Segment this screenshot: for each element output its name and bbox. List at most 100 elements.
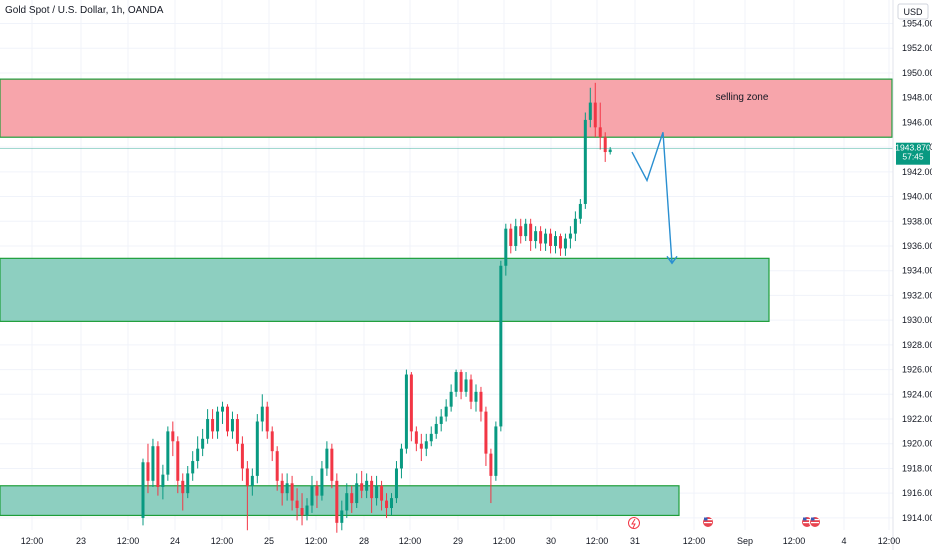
y-tick-label: 1942.000 bbox=[902, 167, 932, 177]
candle-down bbox=[330, 448, 334, 481]
x-tick-label: Sep bbox=[737, 536, 753, 546]
candle-up bbox=[250, 475, 254, 486]
candle-down bbox=[176, 441, 180, 481]
candle-up bbox=[554, 236, 558, 246]
candle-up bbox=[161, 474, 165, 487]
candle-up bbox=[206, 419, 210, 439]
candle-up bbox=[201, 438, 205, 449]
candle-down bbox=[265, 406, 269, 432]
candle-up bbox=[390, 498, 393, 509]
support-zone[interactable] bbox=[0, 257, 770, 322]
candle-down bbox=[603, 137, 607, 153]
y-tick-label: 1938.000 bbox=[902, 216, 932, 226]
y-tick-label: 1926.000 bbox=[902, 365, 932, 375]
support-zone[interactable] bbox=[0, 485, 680, 517]
us-flag-event-icon[interactable] bbox=[702, 516, 714, 528]
candle-up bbox=[399, 448, 403, 469]
candle-up bbox=[255, 421, 259, 476]
y-tick-label: 1950.000 bbox=[902, 68, 932, 78]
x-tick-label: 12:00 bbox=[21, 536, 44, 546]
candle-up bbox=[534, 231, 538, 242]
y-tick-label: 1916.000 bbox=[902, 488, 932, 498]
x-tick-label: 12:00 bbox=[211, 536, 234, 546]
candle-down bbox=[240, 443, 244, 469]
candle-down bbox=[380, 485, 384, 501]
y-tick-label: 1918.000 bbox=[902, 463, 932, 473]
candle-down bbox=[290, 483, 294, 501]
time-axis[interactable]: 12:00 23 12:00 24 12:00 25 12:00 28 12:00 29 12:00… bbox=[21, 536, 901, 546]
y-tick-label: 1946.000 bbox=[902, 117, 932, 127]
x-tick-label: 12:00 bbox=[586, 536, 609, 546]
us-flag-event-icon[interactable] bbox=[809, 516, 821, 528]
x-tick-label: 12:00 bbox=[493, 536, 516, 546]
x-tick-label: 30 bbox=[546, 536, 556, 546]
candle-down bbox=[275, 451, 279, 481]
symbol-header[interactable]: Gold Spot / U.S. Dollar, 1h, OANDA bbox=[5, 5, 164, 16]
x-tick-label: 12:00 bbox=[117, 536, 140, 546]
candle-down bbox=[245, 468, 249, 486]
candle-up bbox=[573, 218, 577, 234]
y-tick-label: 1930.000 bbox=[902, 315, 932, 325]
y-tick-label: 1928.000 bbox=[902, 340, 932, 350]
candle-down bbox=[489, 453, 493, 476]
projection-path[interactable] bbox=[631, 132, 673, 264]
candle-up bbox=[166, 431, 170, 475]
y-tick-label: 1954.000 bbox=[902, 19, 932, 29]
projection-arrowhead bbox=[666, 255, 678, 265]
y-tick-label: 1924.000 bbox=[902, 389, 932, 399]
candle-up bbox=[340, 510, 344, 523]
candle-down bbox=[181, 480, 185, 494]
last-price-value: 1943.870 bbox=[895, 143, 931, 153]
y-tick-label: 1934.000 bbox=[902, 266, 932, 276]
candle-up bbox=[434, 423, 438, 434]
x-tick-label: 31 bbox=[630, 536, 640, 546]
candle-up bbox=[424, 441, 428, 449]
x-tick-label: 25 bbox=[264, 536, 274, 546]
event-markers bbox=[628, 516, 821, 529]
candle-up bbox=[524, 223, 528, 237]
candle-up bbox=[429, 433, 433, 442]
zone-label: selling zone bbox=[716, 92, 769, 103]
x-tick-label: 28 bbox=[359, 536, 369, 546]
currency-button[interactable]: USD bbox=[897, 3, 929, 20]
y-tick-label: 1920.000 bbox=[902, 439, 932, 449]
candle-up bbox=[578, 203, 582, 219]
x-tick-label: 24 bbox=[170, 536, 180, 546]
candle-up bbox=[494, 426, 498, 476]
candle-down bbox=[156, 446, 160, 487]
candle-up bbox=[216, 411, 220, 432]
candle-up bbox=[305, 505, 309, 516]
candle-up bbox=[221, 406, 225, 412]
candle-down bbox=[225, 406, 229, 432]
y-tick-label: 1922.000 bbox=[902, 414, 932, 424]
candles bbox=[141, 82, 612, 533]
resistance-zone[interactable] bbox=[0, 78, 893, 138]
x-tick-label: 12:00 bbox=[683, 536, 706, 546]
candle-down bbox=[350, 493, 354, 504]
lightning-event-icon[interactable] bbox=[628, 517, 640, 529]
candle-down bbox=[211, 419, 215, 432]
y-tick-label: 1940.000 bbox=[902, 192, 932, 202]
candle-up bbox=[375, 485, 379, 499]
candle-down bbox=[484, 411, 488, 454]
candle-up bbox=[230, 419, 234, 432]
candle-up bbox=[394, 468, 398, 499]
x-tick-label: 4 bbox=[841, 536, 846, 546]
candle-down bbox=[409, 374, 413, 432]
candle-up bbox=[464, 379, 468, 392]
bar-countdown: 57:45 bbox=[902, 152, 924, 162]
price-axis[interactable]: 1954.000 1952.000 1950.000 1948.000 1946.000… bbox=[902, 19, 932, 523]
candle-down bbox=[479, 391, 483, 412]
x-tick-label: 12:00 bbox=[878, 536, 901, 546]
candle-up bbox=[563, 238, 567, 249]
candle-down bbox=[370, 480, 374, 499]
candle-up bbox=[365, 480, 369, 491]
candle-down bbox=[360, 483, 364, 491]
candle-up bbox=[608, 149, 612, 153]
y-tick-label: 1932.000 bbox=[902, 290, 932, 300]
candle-down bbox=[419, 443, 423, 449]
candle-up bbox=[568, 233, 572, 239]
candle-down bbox=[146, 462, 150, 481]
candle-up bbox=[310, 485, 314, 506]
